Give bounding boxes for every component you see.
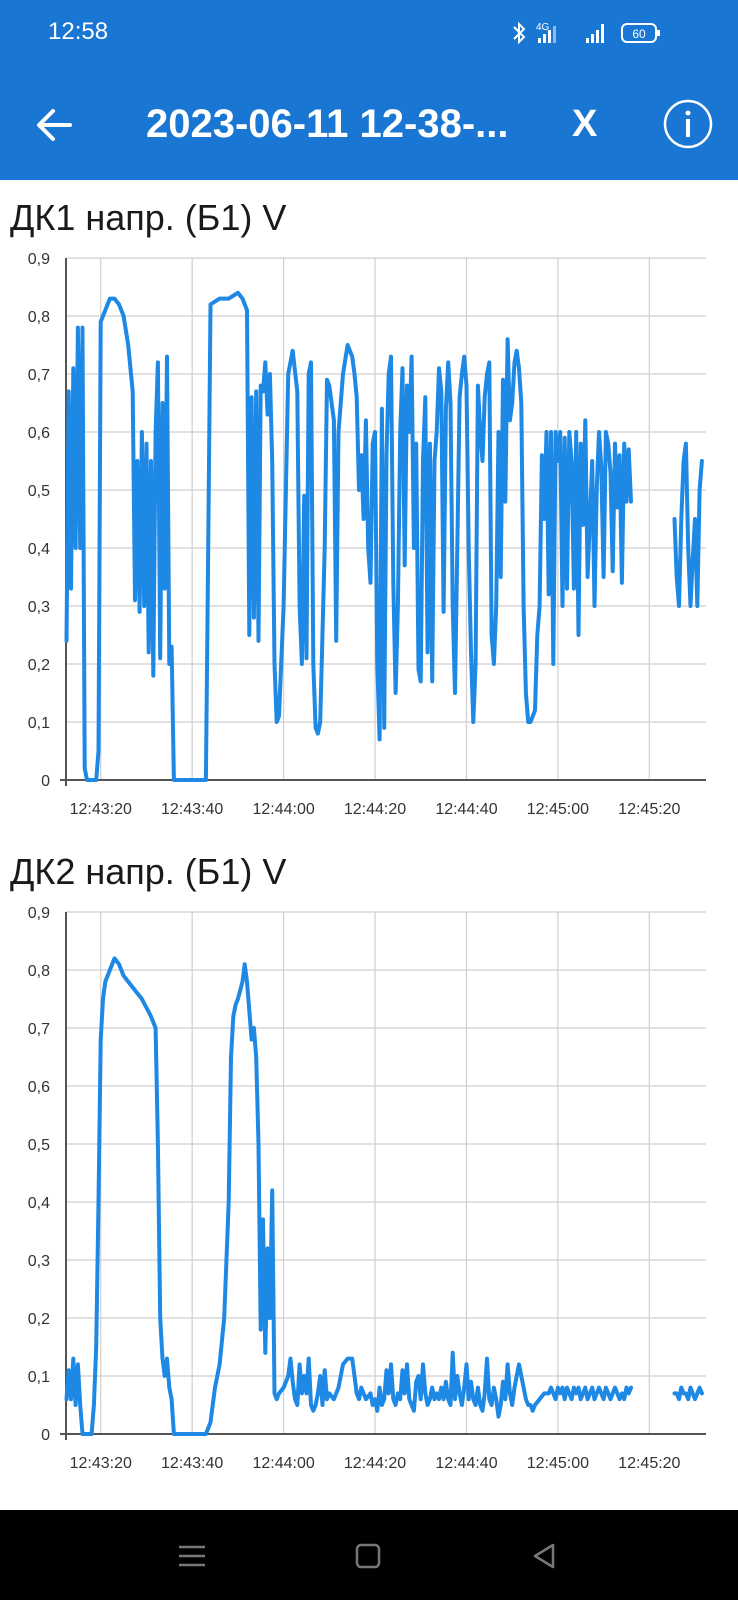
- x-tick-label: 12:45:00: [527, 1455, 589, 1472]
- battery-icon: 60: [621, 23, 660, 43]
- x-tick-label: 12:43:40: [161, 1455, 223, 1472]
- y-tick-label: 0,8: [28, 963, 50, 980]
- y-tick-label: 0,1: [28, 715, 50, 732]
- y-tick-label: 0,7: [28, 367, 50, 384]
- back-triangle-icon[interactable]: [522, 1534, 566, 1578]
- battery-level: 60: [632, 27, 646, 41]
- chart-title: ДК1 напр. (Б1) V: [10, 197, 287, 238]
- y-tick-label: 0: [41, 1427, 50, 1444]
- chart-title: ДК2 напр. (Б1) V: [10, 851, 287, 892]
- y-tick-label: 0,5: [28, 1137, 50, 1154]
- y-tick-label: 0,6: [28, 425, 50, 442]
- x-tick-label: 12:44:20: [344, 801, 406, 818]
- y-tick-label: 0,3: [28, 1253, 50, 1270]
- status-icons: 4G 60: [513, 21, 660, 45]
- x-tick-label: 12:43:20: [70, 1455, 132, 1472]
- y-tick-label: 0,2: [28, 1311, 50, 1328]
- y-tick-label: 0,9: [28, 905, 50, 922]
- close-button[interactable]: X: [572, 103, 598, 145]
- signal-icon: [586, 24, 604, 43]
- x-tick-label: 12:45:20: [618, 801, 680, 818]
- status-time: 12:58: [48, 18, 109, 45]
- x-tick-label: 12:44:00: [252, 801, 314, 818]
- x-tick-label: 12:43:20: [70, 801, 132, 818]
- y-tick-label: 0,5: [28, 483, 50, 500]
- navigation-bar: [0, 1510, 738, 1600]
- home-icon[interactable]: [346, 1534, 390, 1578]
- line-chart: 0 0,1 0,2 0,3 0,4 0,5 0,6 0,7 0,8 0,9 12:43:20 12:4…: [28, 251, 706, 818]
- series-line: [64, 290, 633, 782]
- x-tick-label: 12:44:00: [252, 1455, 314, 1472]
- x-tick-label: 12:44:40: [435, 801, 497, 818]
- info-icon[interactable]: [662, 98, 714, 150]
- series-line: [672, 441, 704, 608]
- x-tick-label: 12:45:20: [618, 1455, 680, 1472]
- series-line: [64, 956, 633, 1436]
- y-tick-label: 0,9: [28, 251, 50, 268]
- y-tick-label: 0: [41, 773, 50, 790]
- signal-4g-icon: 4G: [536, 22, 556, 43]
- y-tick-label: 0,4: [28, 541, 50, 558]
- x-tick-label: 12:44:40: [435, 1455, 497, 1472]
- bluetooth-icon: [513, 21, 526, 45]
- line-chart: 0 0,1 0,2 0,3 0,4 0,5 0,6 0,7 0,8 0,9 12:43:20 12:4…: [28, 905, 706, 1472]
- status-bar: 12:58 4G 60: [0, 0, 738, 64]
- back-arrow-icon[interactable]: [28, 98, 82, 152]
- network-label: 4G: [536, 22, 550, 33]
- y-tick-label: 0,6: [28, 1079, 50, 1096]
- y-tick-label: 0,7: [28, 1021, 50, 1038]
- menu-icon[interactable]: [170, 1534, 214, 1578]
- x-tick-label: 12:45:00: [527, 801, 589, 818]
- app-bar: 2023-06-11 12-38-... X: [0, 64, 738, 180]
- y-tick-label: 0,1: [28, 1369, 50, 1386]
- x-tick-label: 12:44:20: [344, 1455, 406, 1472]
- series-line: [672, 1385, 704, 1402]
- y-tick-label: 0,3: [28, 599, 50, 616]
- page-title: 2023-06-11 12-38-...: [146, 102, 509, 146]
- x-tick-label: 12:43:40: [161, 801, 223, 818]
- y-tick-label: 0,8: [28, 309, 50, 326]
- y-tick-label: 0,4: [28, 1195, 50, 1212]
- y-tick-label: 0,2: [28, 657, 50, 674]
